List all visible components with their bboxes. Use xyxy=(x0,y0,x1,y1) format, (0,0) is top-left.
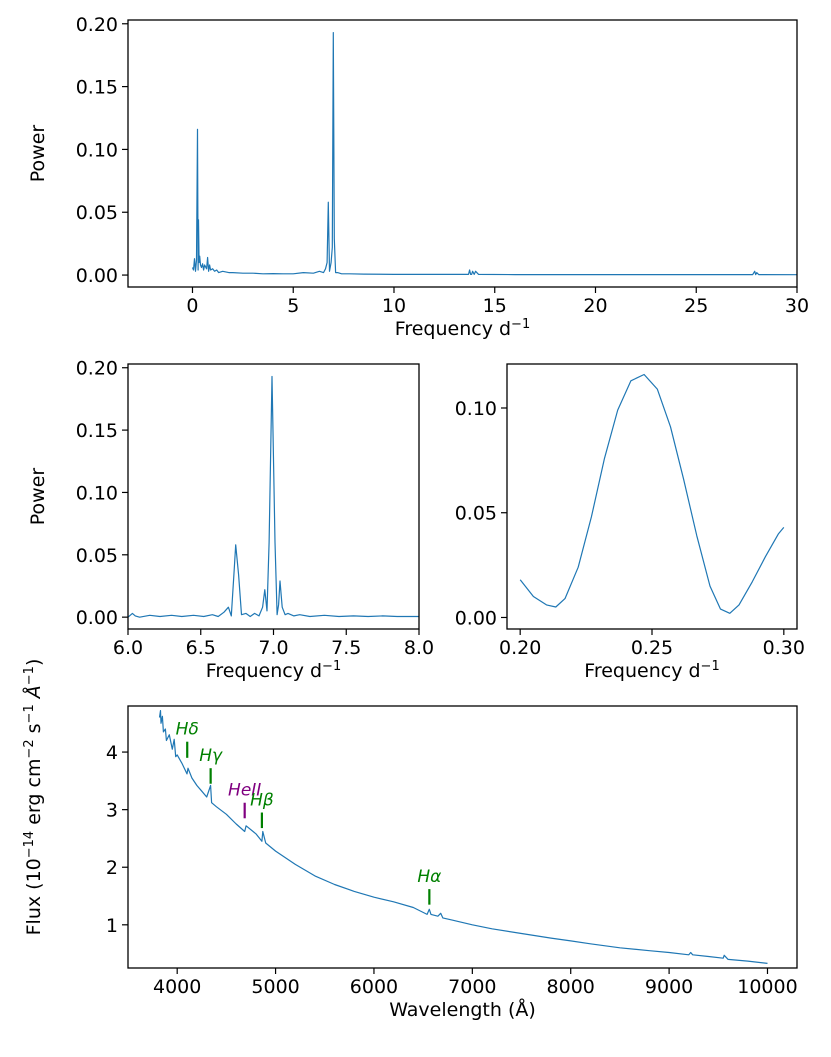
x-tick-label: 20 xyxy=(583,295,607,317)
y-axis-label-text: Flux (10 xyxy=(23,858,45,935)
y-tick-label: 4 xyxy=(106,742,118,764)
y-tick-label: 0.00 xyxy=(76,265,118,287)
x-tick-label: 25 xyxy=(684,295,708,317)
x-tick-label: 9000 xyxy=(645,976,693,998)
x-tick-label: 0.30 xyxy=(763,637,805,659)
x-tick-label: 0.25 xyxy=(631,637,673,659)
panel-spectrum: 4000 5000 6000 7000 8000 9000 10000 1 2 3 4 Wavelen… xyxy=(22,659,798,1021)
line-label-Hβ: Hβ xyxy=(250,791,274,811)
series-line-power xyxy=(127,375,419,618)
x-tick-label: 7.0 xyxy=(258,637,288,659)
y-tick-label: 0.10 xyxy=(76,139,118,161)
x-tick-label: 15 xyxy=(483,295,507,317)
y-tick-label: 0.05 xyxy=(76,545,118,567)
x-axis-label-exponent: −1 xyxy=(511,317,530,332)
x-axis-label-text: Frequency d xyxy=(395,318,511,340)
series-line-power xyxy=(519,373,785,614)
x-axis-label: Wavelength (Å) xyxy=(389,998,536,1021)
x-tick-label: 5000 xyxy=(251,976,299,998)
x-tick-label: 6.5 xyxy=(186,637,216,659)
y-axis-label-text: s xyxy=(23,723,45,739)
y-axis-label-exponent: −2 xyxy=(22,739,37,758)
panel-periodogram-zoom-025: 0.20 0.25 0.30 0.00 0.05 0.10 Frequency d−1 xyxy=(455,363,805,683)
x-tick-label: 5 xyxy=(287,295,299,317)
x-tick-label: 10000 xyxy=(737,976,797,998)
x-axis-label-exponent: −1 xyxy=(701,659,720,674)
y-tick-label: 0.20 xyxy=(76,358,118,380)
panel-periodogram-zoom-7: 6.0 6.5 7.0 7.5 8.0 0.00 0.05 0.10 0.15 0.20 Frequ… xyxy=(27,358,434,682)
y-axis-label-text: ) xyxy=(23,659,45,666)
x-tick-label: 10 xyxy=(382,295,406,317)
x-tick-label: 0 xyxy=(186,295,198,317)
line-label-Hγ: Hγ xyxy=(199,746,223,766)
y-tick-label: 2 xyxy=(106,857,118,879)
y-tick-label: 0.05 xyxy=(455,503,497,525)
y-tick-label: 0.05 xyxy=(76,202,118,224)
x-axis-label: Frequency d−1 xyxy=(395,317,530,341)
x-axis-label-text: Wavelength (Å) xyxy=(389,998,536,1021)
series-line-flux xyxy=(158,709,768,964)
y-axis-label: Power xyxy=(27,468,49,526)
y-axis-label: Flux (10−14 erg cm−2 s−1 Å−1) xyxy=(22,659,46,936)
y-axis-label-exponent: −14 xyxy=(22,831,37,858)
y-tick-label: 3 xyxy=(106,800,118,822)
axes-frame xyxy=(127,705,798,969)
line-label-Hα: Hα xyxy=(417,867,441,887)
panel-periodogram-full: 0 5 10 15 20 25 30 0.00 0.05 0.10 0.15 0.20 Frequenc… xyxy=(27,14,809,340)
x-tick-label: 6000 xyxy=(350,976,398,998)
y-axis-label-text: erg cm xyxy=(23,759,45,831)
axes-frame xyxy=(506,363,798,630)
y-axis-label-exponent: −1 xyxy=(22,666,37,685)
x-tick-label: 4000 xyxy=(153,976,201,998)
x-tick-label: 30 xyxy=(785,295,809,317)
x-tick-label: 7000 xyxy=(448,976,496,998)
y-axis-label-text: Å xyxy=(22,685,45,704)
y-tick-label: 0.10 xyxy=(76,482,118,504)
y-tick-label: 0.15 xyxy=(76,420,118,442)
line-label-HeII: HeII xyxy=(228,781,261,801)
x-tick-label: 7.5 xyxy=(331,637,361,659)
x-tick-label: 0.20 xyxy=(499,637,541,659)
axes-frame xyxy=(127,363,420,630)
x-axis-label-exponent: −1 xyxy=(322,659,341,674)
y-tick-label: 0.15 xyxy=(76,77,118,99)
x-tick-label: 8000 xyxy=(547,976,595,998)
y-axis-label: Power xyxy=(27,125,49,183)
x-axis-label-text: Frequency d xyxy=(584,660,700,682)
y-tick-label: 0.00 xyxy=(76,607,118,629)
y-tick-label: 0.10 xyxy=(455,398,497,420)
x-axis-label-text: Frequency d xyxy=(206,660,322,682)
x-tick-label: 8.0 xyxy=(404,637,434,659)
y-tick-label: 0.20 xyxy=(76,14,118,36)
y-tick-label: 1 xyxy=(106,915,118,937)
x-axis-label: Frequency d−1 xyxy=(584,659,719,683)
x-axis-label: Frequency d−1 xyxy=(206,659,341,683)
series-line-power xyxy=(191,31,798,276)
line-label-Hδ: Hδ xyxy=(176,720,199,740)
y-tick-label: 0.00 xyxy=(455,607,497,629)
axes-frame xyxy=(127,19,798,288)
x-tick-label: 6.0 xyxy=(113,637,143,659)
y-axis-label-exponent: −1 xyxy=(22,704,37,723)
